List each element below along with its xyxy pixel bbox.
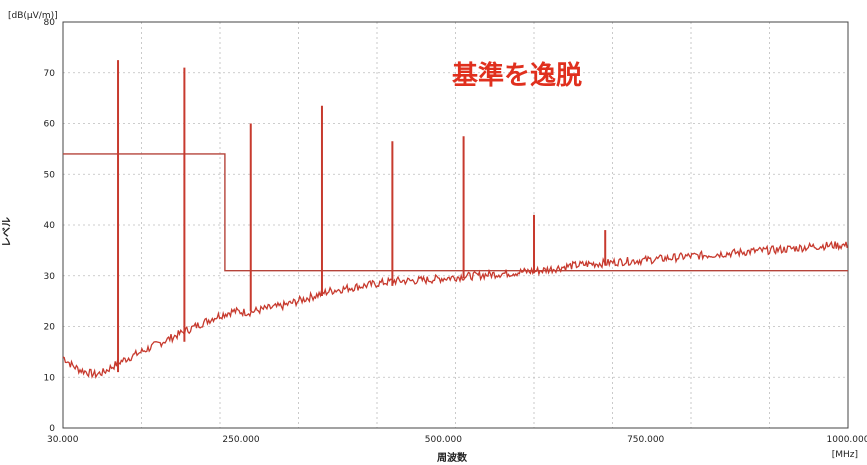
x-tick-label: 500.000 [425,435,462,445]
x-tick-labels: 30.000 250.000 500.000 750.000 1000.000 [47,435,867,445]
x-tick-label: 250.000 [222,435,259,445]
y-tick-label: 20 [44,323,56,333]
plot-frame [62,21,849,429]
x-tick-label: 1000.000 [827,435,867,445]
measurement-trace [62,240,848,380]
x-axis-unit: [MHz] [832,450,858,460]
y-tick-label: 10 [44,373,56,383]
y-tick-labels: 0 10 20 30 40 50 60 70 80 [44,18,56,434]
x-axis-title: 周波数 [437,451,468,464]
series-layer [62,60,848,380]
x-tick-label: 750.000 [627,435,664,445]
y-tick-label: 40 [44,221,56,231]
y-tick-label: 30 [44,272,56,282]
y-tick-label: 60 [44,120,56,130]
y-tick-label: 70 [44,69,56,79]
y-tick-label: 50 [44,170,56,180]
y-axis-unit: [dB(μV/m)] [8,11,58,21]
y-axis-title: レベル [1,217,13,247]
x-tick-label: 30.000 [47,435,79,445]
y-tick-label: 80 [44,18,56,28]
annotation-out-of-spec: 基準を逸脱 [452,60,582,91]
y-tick-label: 0 [49,424,55,434]
